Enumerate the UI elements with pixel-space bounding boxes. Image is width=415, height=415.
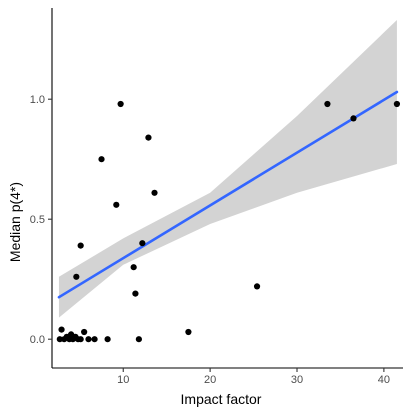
data-point [98, 156, 105, 163]
data-point [145, 134, 152, 141]
data-point [185, 328, 192, 336]
data-point [91, 336, 98, 343]
data-point [139, 240, 146, 247]
y-tick-label: 1.0 [30, 94, 45, 106]
points-layer [56, 100, 401, 343]
fit-line-layer [57, 90, 399, 299]
confidence-band [58, 20, 397, 318]
data-point [117, 100, 124, 108]
ticks-layer: 10 20 30 40 0.0 0.5 1.0 [30, 94, 390, 386]
plot-area [56, 20, 401, 343]
data-point [151, 189, 158, 196]
data-point [73, 273, 80, 280]
data-point [85, 336, 92, 343]
fit-line [57, 90, 399, 299]
data-point [130, 264, 137, 271]
data-point [58, 326, 65, 333]
data-point [81, 328, 88, 336]
data-point [350, 115, 357, 122]
data-point [77, 242, 84, 249]
x-tick-label: 10 [117, 374, 129, 386]
data-point [132, 290, 139, 297]
data-point [324, 100, 331, 108]
x-tick-label: 30 [291, 374, 303, 386]
x-axis-title: Impact factor [181, 391, 262, 407]
data-point [135, 336, 142, 343]
x-tick-label: 40 [378, 374, 390, 386]
y-axis-title: Median p(4*) [7, 182, 23, 262]
data-point [56, 336, 63, 343]
data-point [113, 201, 120, 208]
data-point [253, 283, 261, 290]
x-tick-label: 20 [204, 374, 216, 386]
y-tick-label: 0.5 [30, 214, 45, 226]
data-point [104, 336, 111, 343]
axes-layer [51, 8, 403, 369]
y-tick-label: 0.0 [30, 334, 45, 346]
data-point [77, 336, 84, 343]
data-point [393, 100, 401, 108]
confidence-band-layer [58, 20, 397, 318]
